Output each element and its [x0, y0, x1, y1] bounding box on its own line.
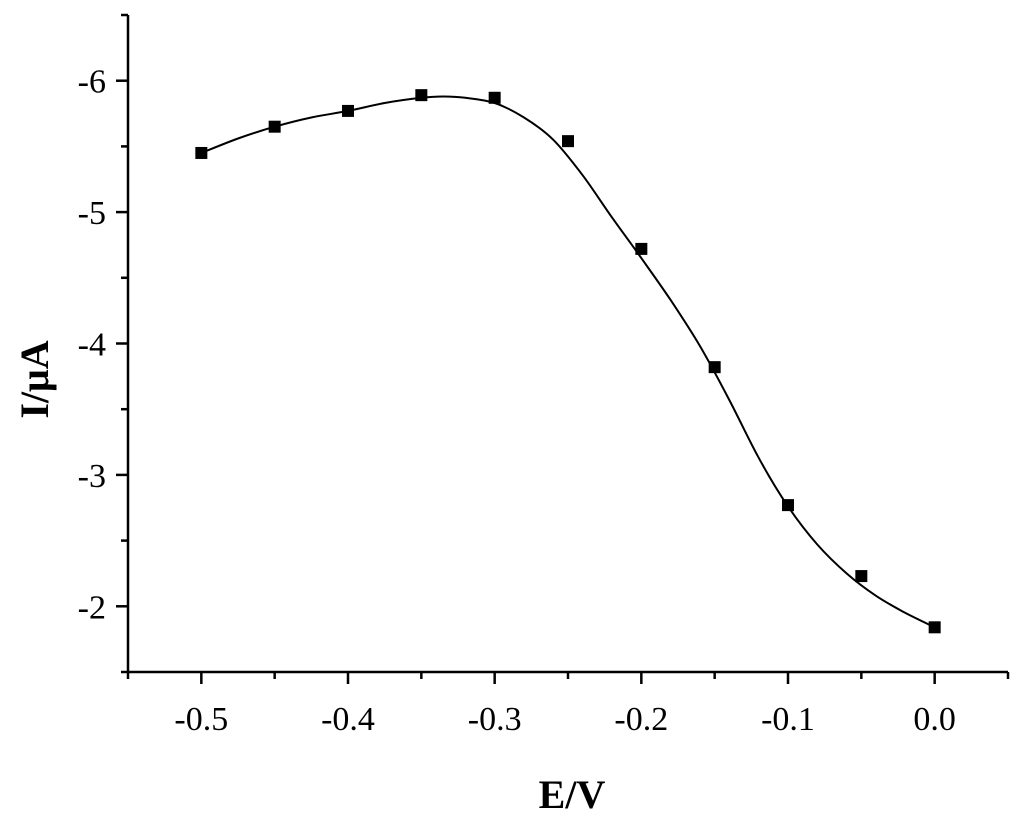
axes: [126, 15, 1008, 674]
y-tick-label: -6: [78, 64, 106, 101]
x-tick-label: 0.0: [913, 701, 956, 738]
data-point-marker: [195, 146, 208, 159]
data-point-marker: [268, 120, 281, 133]
data-point-marker: [855, 570, 868, 583]
tick-labels: -0.5 -0.4 -0.3 -0.2 -0.1 0.0 -2 -3 -4 -5 -6: [78, 64, 956, 738]
x-tick-label: -0.4: [321, 701, 375, 738]
y-tick-label: -5: [78, 195, 106, 232]
x-tick-label: -0.3: [468, 701, 522, 738]
y-tick-label: -2: [78, 589, 106, 626]
data-point-marker: [782, 499, 794, 512]
data-markers: [195, 89, 941, 634]
data-point-marker: [562, 135, 574, 148]
fit-curve-line: [200, 95, 936, 629]
y-tick-label: -4: [78, 327, 106, 364]
y-axis-title: I/μA: [12, 340, 57, 418]
data-point-marker: [488, 91, 501, 104]
data-point-marker: [635, 242, 648, 255]
data-point-marker: [928, 621, 941, 634]
data-point-marker: [415, 89, 428, 102]
x-axis-title: E/V: [539, 772, 606, 817]
y-tick-label: -3: [78, 458, 106, 495]
x-tick-label: -0.5: [174, 701, 228, 738]
x-tick-label: -0.1: [761, 701, 815, 738]
ticks: [116, 13, 1010, 684]
data-point-marker: [342, 104, 354, 117]
data-point-marker: [708, 361, 721, 374]
x-tick-label: -0.2: [614, 701, 668, 738]
